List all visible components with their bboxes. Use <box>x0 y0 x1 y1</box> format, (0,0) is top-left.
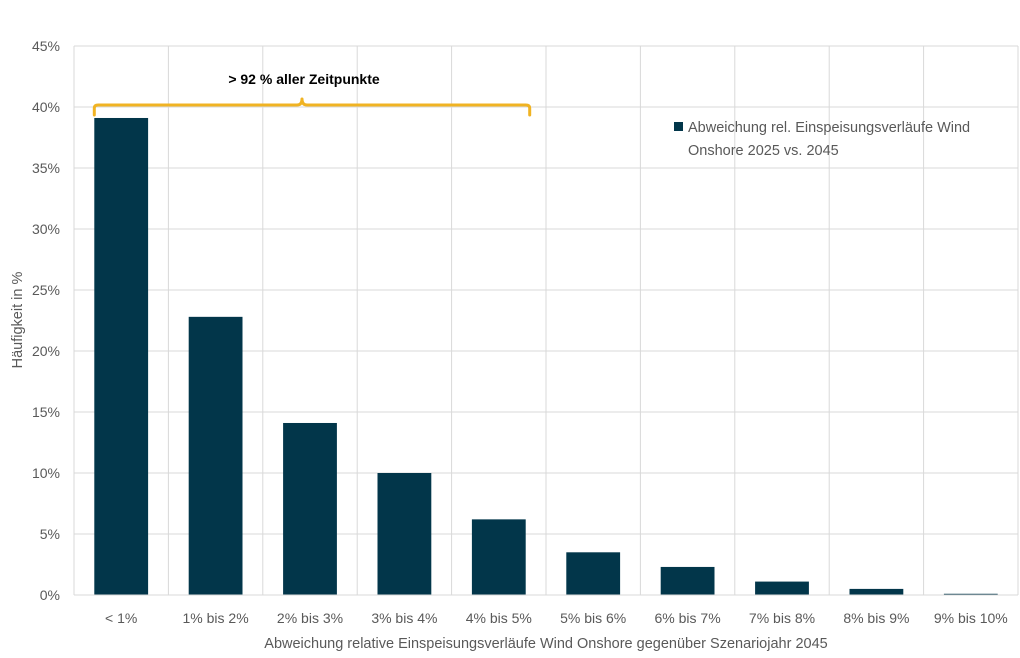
legend-label-line-1: Abweichung rel. Einspeisungsverläufe Win… <box>688 120 970 136</box>
y-tick-label: 15% <box>32 404 60 420</box>
bar <box>283 422 337 595</box>
x-tick-label: 6% bis 7% <box>655 610 721 626</box>
annotation-label: > 92 % aller Zeitpunkte <box>228 71 380 87</box>
y-tick-label: 45% <box>32 38 60 54</box>
bar <box>188 316 243 595</box>
y-tick-label: 35% <box>32 160 60 176</box>
y-tick-label: 40% <box>32 99 60 115</box>
bars <box>94 117 998 595</box>
bar <box>377 473 432 595</box>
y-tick-label: 5% <box>40 526 60 542</box>
annotation: > 92 % aller Zeitpunkte <box>92 71 532 117</box>
grid <box>73 45 1019 596</box>
x-tick-label: < 1% <box>105 610 137 626</box>
x-axis-title: Abweichung relative Einspeisungsverläufe… <box>264 636 827 652</box>
y-tick-label: 0% <box>40 587 60 603</box>
x-tick-label: 1% bis 2% <box>183 610 249 626</box>
x-tick-label: 8% bis 9% <box>843 610 909 626</box>
x-tick-label: 7% bis 8% <box>749 610 815 626</box>
bar <box>849 588 904 595</box>
x-tick-label: 4% bis 5% <box>466 610 532 626</box>
y-axis-title: Häufigkeit in % <box>10 272 26 369</box>
legend-swatch <box>674 122 683 131</box>
x-tick-label: 3% bis 4% <box>371 610 437 626</box>
x-tick-label: 2% bis 3% <box>277 610 343 626</box>
legend-label-line-2: Onshore 2025 vs. 2045 <box>688 143 839 159</box>
bar <box>943 593 998 595</box>
y-tick-label: 25% <box>32 282 60 298</box>
bar <box>660 566 715 595</box>
bar <box>566 552 621 595</box>
y-tick-label: 30% <box>32 221 60 237</box>
bar <box>94 117 149 595</box>
bar <box>755 581 809 595</box>
x-tick-label: 9% bis 10% <box>934 610 1008 626</box>
x-tick-label: 5% bis 6% <box>560 610 626 626</box>
y-tick-label: 20% <box>32 343 60 359</box>
annotation-brace <box>92 97 532 117</box>
y-tick-label: 10% <box>32 465 60 481</box>
y-axis-ticks: 0% 5% 10% 15% 20% 25% 30% 35% 40% 45% <box>32 38 60 603</box>
legend: Abweichung rel. Einspeisungsverläufe Win… <box>674 120 970 159</box>
x-axis-ticks: < 1% 1% bis 2% 2% bis 3% 3% bis 4% 4% bis 5%… <box>105 610 1008 626</box>
bar <box>471 519 526 595</box>
